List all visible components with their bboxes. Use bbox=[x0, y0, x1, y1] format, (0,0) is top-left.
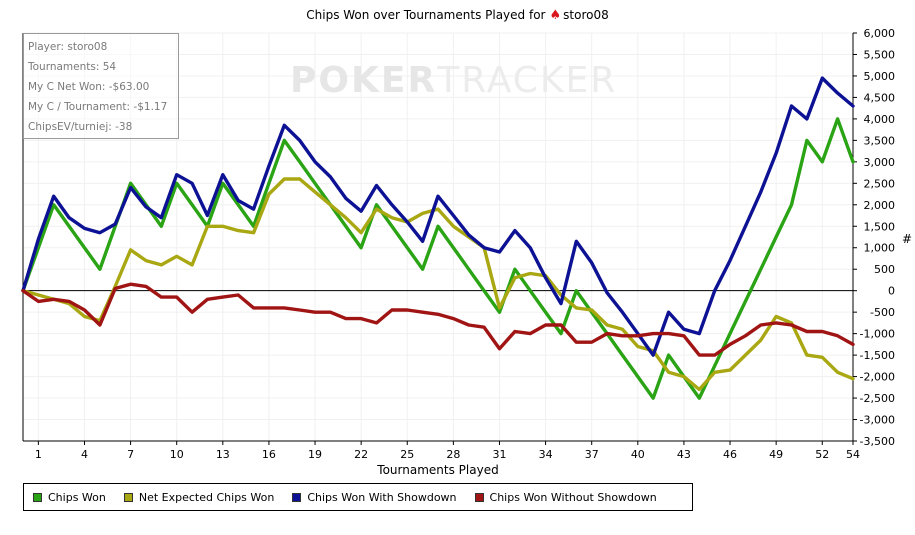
pokertracker-watermark: POKERTRACKER bbox=[290, 60, 617, 101]
y-tick-label: -500 bbox=[870, 306, 895, 319]
legend-swatch-net-expected bbox=[123, 492, 133, 502]
x-tick-label: 31 bbox=[492, 448, 506, 461]
x-tick-label: 46 bbox=[723, 448, 737, 461]
y-tick-label: 0 bbox=[888, 285, 895, 298]
watermark-poker: POKER bbox=[290, 60, 438, 101]
x-tick-label: 19 bbox=[308, 448, 322, 461]
x-tick-label: 4 bbox=[81, 448, 88, 461]
series-line-net-expected-chips-won[interactable] bbox=[21, 177, 855, 392]
legend-swatch-chips-won bbox=[33, 492, 42, 502]
info-per-tournament: My C / Tournament: -$1.17 bbox=[28, 101, 168, 113]
x-tick-label: 1 bbox=[35, 448, 42, 461]
y-tick-label: -3,500 bbox=[860, 435, 895, 448]
legend-item-net-expected[interactable]: Net Expected Chips Won bbox=[123, 490, 275, 504]
legend-label-with-showdown: Chips Won With Showdown bbox=[307, 490, 457, 504]
series-lines bbox=[21, 76, 855, 400]
x-tick-label: 37 bbox=[585, 448, 599, 461]
x-axis-title: Tournaments Played bbox=[377, 463, 499, 477]
y-tick-label: 1,000 bbox=[864, 242, 896, 255]
chart-title: Chips Won over Tournaments Played for ♠ st… bbox=[0, 8, 915, 23]
info-player: Player: storo08 bbox=[28, 41, 108, 53]
legend-item-with-showdown[interactable]: Chips Won With Showdown bbox=[292, 490, 457, 504]
y-tick-labels: 6,000 5,500 5,000 4,500 4,000 3,500 3,000 2,500… bbox=[860, 27, 895, 448]
chart-title-player: storo08 bbox=[563, 8, 609, 22]
legend-item-chips-won[interactable]: Chips Won bbox=[33, 491, 106, 504]
legend-swatch-without-showdown bbox=[474, 492, 484, 502]
y-axis-title: # bbox=[902, 232, 913, 246]
y-tick-label: -2,500 bbox=[860, 392, 895, 405]
series-line-chips-won[interactable] bbox=[21, 117, 855, 400]
x-tick-label: 7 bbox=[127, 448, 134, 461]
x-tick-label: 28 bbox=[446, 448, 460, 461]
y-tick-label: 5,000 bbox=[864, 70, 896, 83]
y-tick-label: -1,000 bbox=[860, 328, 895, 341]
x-tick-label: 34 bbox=[539, 448, 553, 461]
y-tick-label: 2,000 bbox=[864, 199, 896, 212]
y-tick-label: 6,000 bbox=[864, 27, 896, 40]
player-info-box[interactable]: Player: storo08 Tournaments: 54 My C Net… bbox=[23, 33, 179, 139]
watermark-tracker: TRACKER bbox=[437, 60, 618, 101]
series-line-chips-won-with-showdown[interactable] bbox=[21, 76, 855, 357]
legend-label-chips-won: Chips Won bbox=[48, 490, 106, 504]
x-tick-label: 25 bbox=[400, 448, 414, 461]
y-tick-label: 2,500 bbox=[864, 177, 896, 190]
x-tick-label: 49 bbox=[769, 448, 783, 461]
x-tick-label: 40 bbox=[631, 448, 645, 461]
y-tick-label: 1,500 bbox=[864, 220, 896, 233]
legend-swatch-with-showdown bbox=[292, 492, 302, 502]
x-tick-label: 16 bbox=[262, 448, 276, 461]
x-tick-labels: 1 4 7 10 13 16 19 22 25 28 31 34 37 40 43 46 49 52 54 bbox=[35, 448, 860, 461]
legend-label-net-expected: Net Expected Chips Won bbox=[138, 490, 275, 504]
chart-legend: Chips Won Net Expected Chips Won Chips W… bbox=[23, 483, 693, 511]
legend-item-without-showdown[interactable]: Chips Won Without Showdown bbox=[474, 490, 657, 504]
legend-label-without-showdown: Chips Won Without Showdown bbox=[489, 490, 657, 504]
y-tick-label: 3,000 bbox=[864, 156, 896, 169]
info-tournaments: Tournaments: 54 bbox=[28, 61, 117, 73]
series-line-chips-won-without-showdown[interactable] bbox=[21, 282, 855, 357]
chart-title-text: Chips Won over Tournaments Played for bbox=[306, 8, 546, 22]
x-tick-label: 43 bbox=[677, 448, 691, 461]
x-tick-label: 54 bbox=[846, 448, 860, 461]
x-tick-label: 52 bbox=[815, 448, 829, 461]
x-tick-label: 22 bbox=[354, 448, 368, 461]
info-chips-ev: ChipsEV/turniej: -38 bbox=[28, 121, 133, 133]
y-tick-label: -3,000 bbox=[860, 414, 895, 427]
y-tick-label: 5,500 bbox=[864, 48, 896, 61]
y-tick-label: 4,500 bbox=[864, 91, 896, 104]
info-net-won: My C Net Won: -$63.00 bbox=[28, 81, 150, 93]
spade-icon: ♠ bbox=[549, 8, 562, 23]
y-tick-label: 3,500 bbox=[864, 134, 896, 147]
y-tick-label: 500 bbox=[874, 263, 895, 276]
y-tick-label: -2,000 bbox=[860, 371, 895, 384]
x-tick-label: 10 bbox=[170, 448, 184, 461]
y-tick-label: -1,500 bbox=[860, 349, 895, 362]
x-tick-label: 13 bbox=[216, 448, 230, 461]
y-tick-label: 4,000 bbox=[864, 113, 896, 126]
